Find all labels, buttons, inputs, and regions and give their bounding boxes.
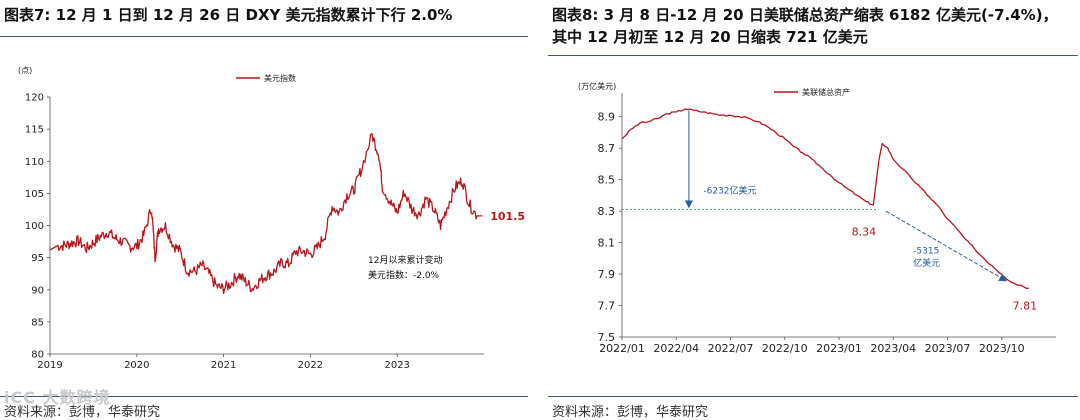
dxy-series-line bbox=[49, 133, 483, 295]
y-tick-label: 8.5 bbox=[598, 174, 616, 187]
end-value-label: 7.81 bbox=[1013, 300, 1038, 313]
x-tick-label: 2022/04 bbox=[653, 342, 699, 355]
drop-annotation-2-line2: 亿美元 bbox=[913, 257, 940, 269]
figure-8-panel: 图表8: 3 月 8 日-12 月 20 日美联储总资产缩表 6182 亿美元(… bbox=[548, 0, 1080, 420]
bottom-rule bbox=[548, 396, 1078, 397]
figure-8-source: 资料来源：彭博，华泰研究 bbox=[552, 405, 709, 420]
annotation-line1: 12月以来累计变动 bbox=[368, 254, 442, 266]
y-tick-label: 7.9 bbox=[598, 268, 616, 281]
y-tick-label: 120 bbox=[25, 93, 44, 104]
legend-label: 美元指数 bbox=[264, 73, 296, 83]
y-tick-label: 80 bbox=[31, 350, 44, 361]
bottom-rule bbox=[0, 396, 528, 397]
y-tick-label: 8.3 bbox=[598, 205, 616, 218]
x-tick-label: 2023 bbox=[384, 360, 409, 371]
y-unit-label: (点) bbox=[18, 66, 32, 75]
y-tick-label: 8.1 bbox=[598, 237, 616, 250]
y-tick-label: 90 bbox=[31, 285, 44, 296]
figure-8-title: 图表8: 3 月 8 日-12 月 20 日美联储总资产缩表 6182 亿美元(… bbox=[552, 4, 1072, 48]
figure-7-source: 资料来源：彭博，华泰研究 bbox=[4, 405, 161, 420]
figure-8-title-line1: 图表8: 3 月 8 日-12 月 20 日美联储总资产缩表 6182 亿美元(… bbox=[552, 6, 1058, 24]
y-tick-label: 7.5 bbox=[598, 331, 616, 344]
figure-7-panel: 图表7: 12 月 1 日到 12 月 26 日 DXY 美元指数累计下行 2.… bbox=[0, 0, 530, 420]
drop-arrow-2 bbox=[885, 210, 1008, 282]
x-tick-label: 2021 bbox=[211, 360, 236, 371]
x-tick-label: 2023/01 bbox=[816, 342, 862, 355]
y-tick-label: 95 bbox=[31, 253, 44, 264]
drop-annotation-1: -6232亿美元 bbox=[703, 185, 756, 197]
x-tick-label: 2023/04 bbox=[870, 342, 916, 355]
y-tick-label: 105 bbox=[25, 189, 44, 200]
x-tick-label: 2023/07 bbox=[925, 342, 971, 355]
drop-annotation-2-line1: -5315 bbox=[913, 247, 939, 257]
start-value-label: 8.34 bbox=[852, 226, 877, 239]
x-tick-label: 2022/01 bbox=[599, 342, 645, 355]
watermark: iCC 大数跨境 bbox=[4, 388, 111, 407]
y-tick-label: 8.9 bbox=[598, 111, 616, 124]
annotation-line2: 美元指数：-2.0% bbox=[368, 269, 440, 281]
x-tick-label: 2022/10 bbox=[762, 342, 808, 355]
y-tick-label: 7.7 bbox=[598, 300, 616, 313]
legend-label: 美联储总资产 bbox=[802, 87, 850, 97]
y-tick-label: 115 bbox=[25, 125, 44, 136]
end-value-label: 101.5 bbox=[490, 210, 525, 223]
title-rule bbox=[548, 55, 1078, 56]
y-unit-label: (万亿美元) bbox=[578, 81, 616, 91]
title-rule bbox=[0, 36, 528, 37]
y-tick-label: 110 bbox=[25, 157, 44, 168]
x-tick-label: 2019 bbox=[37, 360, 62, 371]
y-tick-label: 8.7 bbox=[598, 142, 616, 155]
fed-assets-chart: (万亿美元) 美联储总资产 7.5 7.7 7.9 8.1 8.3 8.5 8.7 8.9 2022… bbox=[578, 81, 1056, 355]
x-tick-label: 2022/07 bbox=[708, 342, 754, 355]
dxy-chart: (点) 美元指数 80 85 90 95 100 105 110 115 120 2019 2020 20… bbox=[18, 66, 525, 371]
x-tick-label: 2023/10 bbox=[979, 342, 1025, 355]
figure-8-title-line2: 其中 12 月初至 12 月 20 日缩表 721 亿美元 bbox=[552, 28, 868, 46]
fed-assets-series-line bbox=[621, 108, 1029, 290]
y-tick-label: 100 bbox=[25, 221, 44, 232]
x-tick-label: 2022 bbox=[298, 360, 323, 371]
figure-7-title: 图表7: 12 月 1 日到 12 月 26 日 DXY 美元指数累计下行 2.… bbox=[4, 6, 453, 24]
y-tick-label: 85 bbox=[31, 317, 44, 328]
x-tick-label: 2020 bbox=[124, 360, 149, 371]
